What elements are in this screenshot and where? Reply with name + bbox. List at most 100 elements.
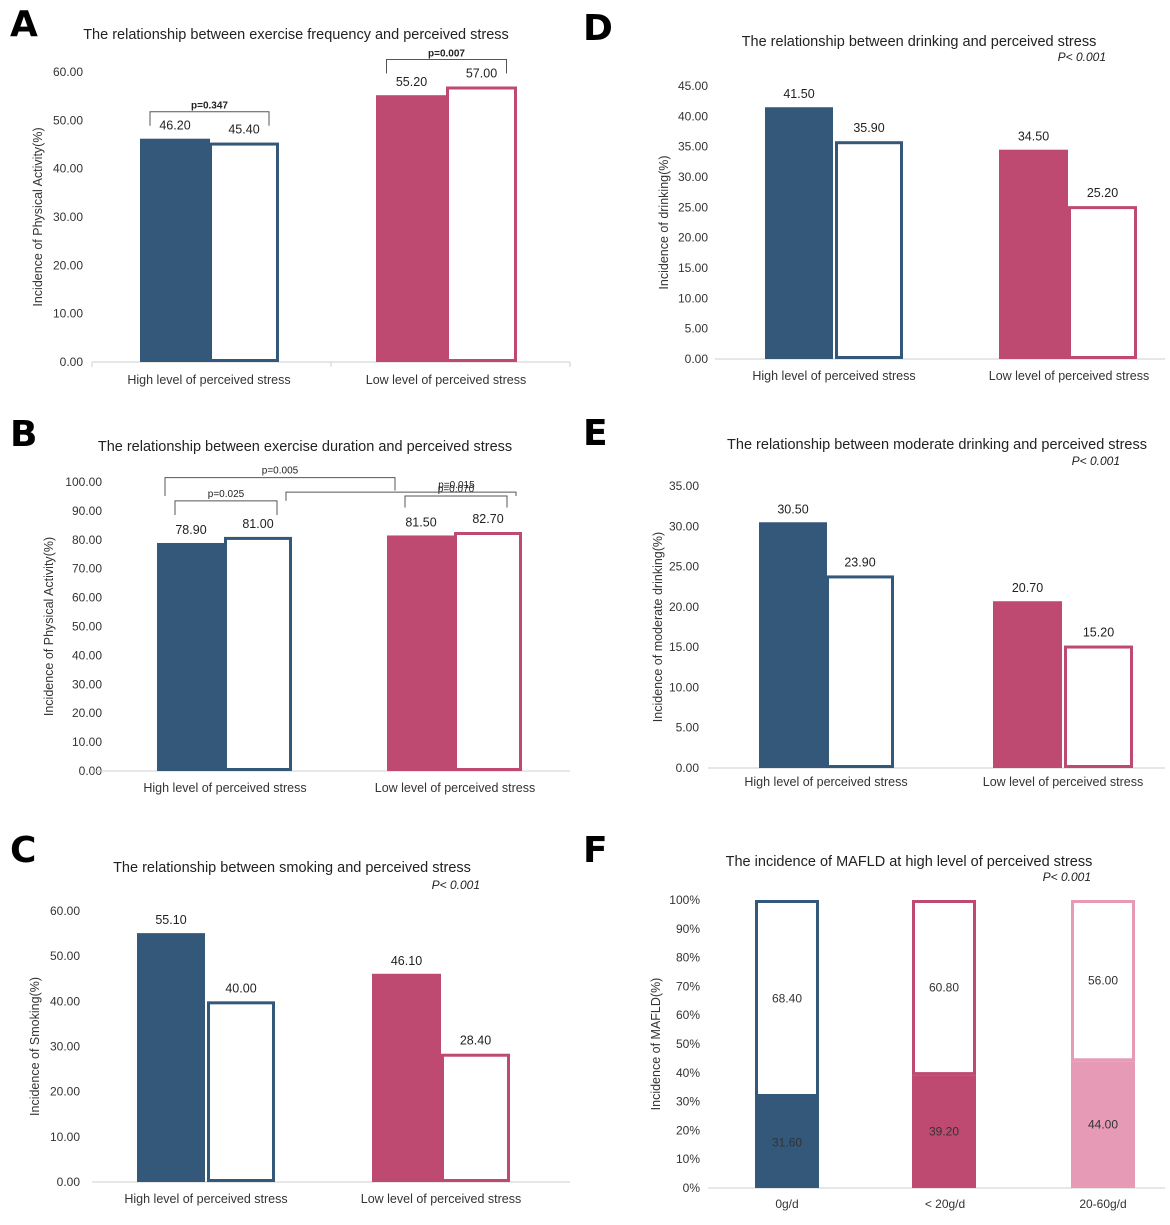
bar-outline-inner — [209, 1003, 273, 1180]
y-tick-label: 50.00 — [53, 113, 83, 127]
data-label: 34.50 — [1018, 130, 1049, 144]
bar-filled — [387, 535, 455, 771]
data-label: 20.70 — [1012, 581, 1043, 595]
y-tick-label: 20.00 — [53, 258, 83, 272]
data-label: 44.00 — [1088, 1118, 1118, 1132]
y-tick-label: 90.00 — [72, 504, 102, 518]
significance-label: p=0.015 — [438, 480, 475, 491]
data-label: 78.90 — [175, 523, 206, 537]
chart-title-e: The relationship between moderate drinki… — [727, 437, 1147, 453]
x-category-label: Low level of perceived stress — [983, 775, 1144, 789]
x-category-label: High level of perceived stress — [744, 775, 907, 789]
data-label: 55.20 — [396, 75, 427, 89]
bar-outline-inner — [837, 143, 901, 357]
y-axis-label-b: Incidence of Physical Activity(%) — [42, 537, 56, 716]
chart-title-b: The relationship between exercise durati… — [98, 439, 512, 455]
x-category-label: High level of perceived stress — [143, 781, 306, 795]
data-label: 30.50 — [777, 502, 808, 516]
y-tick-label: 0% — [683, 1181, 701, 1195]
significance-bracket — [285, 491, 517, 501]
y-tick-label: 70% — [676, 979, 700, 993]
panel-letter-f: F — [583, 830, 608, 871]
y-tick-label: 100.00 — [65, 475, 102, 489]
significance-bracket — [386, 59, 507, 74]
y-tick-label: 50.00 — [72, 620, 102, 634]
y-tick-label: 5.00 — [685, 322, 709, 336]
y-tick-label: 30.00 — [50, 1040, 80, 1054]
x-category-label: Low level of perceived stress — [375, 781, 536, 795]
y-tick-label: 50% — [676, 1037, 700, 1051]
chart-c: The relationship between smoking and per… — [28, 860, 570, 1206]
y-axis-label-d: Incidence of drinking(%) — [657, 155, 671, 289]
data-label: 28.40 — [460, 1034, 491, 1048]
bar-outline-inner — [448, 88, 515, 360]
y-tick-label: 20% — [676, 1123, 700, 1137]
bar-outline-inner — [211, 144, 277, 360]
y-axis-label-a: Incidence of Physical Activity(%) — [31, 127, 45, 306]
x-category-label: 0g/d — [775, 1197, 798, 1211]
significance-label: p=0.347 — [191, 101, 228, 112]
y-tick-label: 10.00 — [678, 291, 708, 305]
y-tick-label: 15.00 — [678, 261, 708, 275]
panel-letter-b: B — [10, 414, 37, 455]
y-tick-label: 10.00 — [72, 735, 102, 749]
y-tick-label: 60.00 — [72, 591, 102, 605]
x-category-label: Low level of perceived stress — [366, 373, 527, 387]
bar-filled — [993, 601, 1062, 768]
y-tick-label: 60.00 — [50, 904, 80, 918]
x-category-label: High level of perceived stress — [127, 373, 290, 387]
y-tick-label: 20.00 — [50, 1085, 80, 1099]
y-tick-label: 100% — [669, 893, 700, 907]
bar-filled — [999, 149, 1068, 359]
data-label: 41.50 — [783, 87, 814, 101]
data-label: 81.50 — [405, 515, 436, 529]
bar-outline-inner — [828, 577, 892, 766]
data-label: 46.10 — [391, 954, 422, 968]
bar-filled — [759, 522, 827, 768]
panel-letter-e: E — [583, 413, 608, 454]
y-tick-label: 80.00 — [72, 533, 102, 547]
p-value-e: P< 0.001 — [1072, 454, 1120, 468]
y-tick-label: 15.00 — [669, 640, 699, 654]
x-category-label: Low level of perceived stress — [989, 369, 1150, 383]
y-tick-label: 50.00 — [50, 949, 80, 963]
y-tick-label: 0.00 — [79, 764, 103, 778]
stack-segment-upper-inner — [757, 902, 817, 1095]
significance-label: p=0.025 — [208, 489, 245, 500]
y-tick-label: 20.00 — [72, 706, 102, 720]
y-tick-label: 40.00 — [678, 109, 708, 123]
data-label: 56.00 — [1088, 974, 1118, 988]
y-tick-label: 10% — [676, 1152, 700, 1166]
bar-filled — [765, 107, 833, 359]
panel-letter-d: D — [583, 8, 613, 49]
y-tick-label: 0.00 — [676, 761, 700, 775]
data-label: 31.60 — [772, 1135, 802, 1149]
bar-outline-inner — [226, 538, 290, 769]
p-value-c: P< 0.001 — [432, 878, 480, 892]
panel-letter-a: A — [10, 4, 38, 45]
y-tick-label: 40.00 — [72, 648, 102, 662]
y-tick-label: 0.00 — [57, 1175, 81, 1189]
y-tick-label: 30.00 — [72, 677, 102, 691]
y-tick-label: 0.00 — [60, 355, 84, 369]
y-tick-label: 60% — [676, 1008, 700, 1022]
data-label: 25.20 — [1087, 186, 1118, 200]
y-tick-label: 20.00 — [678, 231, 708, 245]
y-tick-label: 35.00 — [678, 140, 708, 154]
data-label: 46.20 — [159, 119, 190, 133]
data-label: 23.90 — [844, 555, 875, 569]
stack-segment-lower — [912, 1075, 976, 1188]
y-tick-label: 80% — [676, 951, 700, 965]
y-tick-label: 40% — [676, 1066, 700, 1080]
y-tick-label: 30% — [676, 1095, 700, 1109]
bar-outline-inner — [1066, 647, 1131, 767]
x-category-label: < 20g/d — [925, 1197, 965, 1211]
bar-outline-inner — [456, 533, 520, 770]
y-tick-label: 25.00 — [669, 560, 699, 574]
data-label: 39.20 — [929, 1125, 959, 1139]
stack-segment-lower — [755, 1096, 819, 1188]
stack-segment-upper-inner — [914, 902, 974, 1074]
y-axis-label-f: Incidence of MAFLD(%) — [649, 978, 663, 1111]
bar-filled — [140, 138, 210, 362]
data-label: 57.00 — [466, 67, 497, 81]
